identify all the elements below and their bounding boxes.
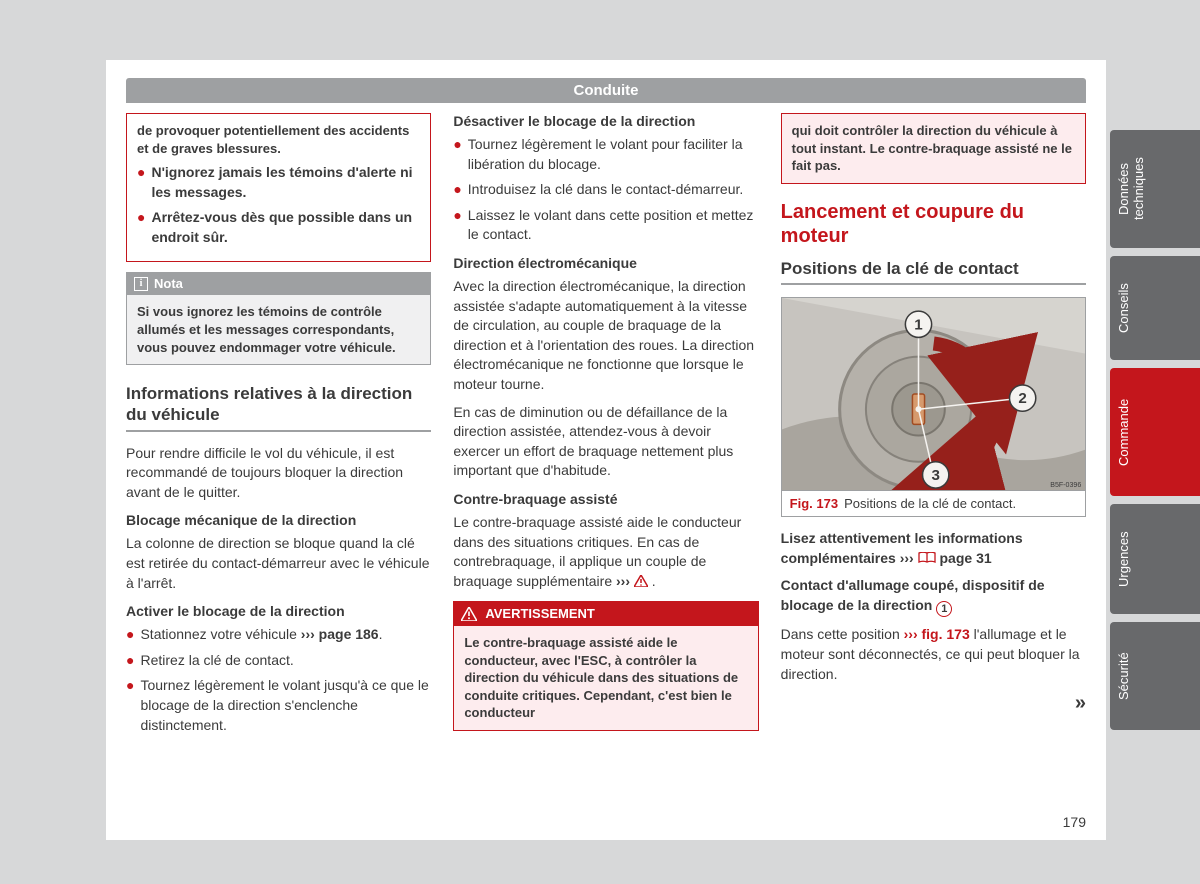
page-header: Conduite xyxy=(126,78,1086,103)
list-text: Introduisez la clé dans le contact-démar… xyxy=(468,180,743,200)
svg-text:1: 1 xyxy=(914,316,922,333)
sub-heading: Blocage mécanique de la direction xyxy=(126,512,431,528)
figure-ignition-positions: 1 2 3 B5F-0396 xyxy=(781,297,1086,491)
sub-heading: Direction électromécanique xyxy=(453,255,758,271)
list-text: Retirez la clé de contact. xyxy=(140,651,293,671)
continuation-mark: » xyxy=(781,692,1086,715)
section-heading: Positions de la clé de contact xyxy=(781,258,1086,285)
paragraph: Le contre-braquage assisté aide le condu… xyxy=(453,513,758,591)
bullet-dot-icon: ● xyxy=(137,163,145,202)
list-item: ● Laissez le volant dans cette position … xyxy=(453,206,758,245)
sub-heading: Désactiver le blocage de la direction xyxy=(453,113,758,129)
tab-technical-data[interactable]: Données techniques xyxy=(1110,130,1200,248)
warning-box: Le contre-braquage assisté aide le condu… xyxy=(453,626,758,731)
bullet-dot-icon: ● xyxy=(137,208,145,247)
list-text: Tournez légèrement le volant jusqu'à ce … xyxy=(140,676,431,735)
paragraph: En cas de diminution ou de défaillance d… xyxy=(453,403,758,481)
tab-emergencies[interactable]: Urgences xyxy=(1110,504,1200,614)
list-item: ● Tournez légèrement le volant pour faci… xyxy=(453,135,758,174)
sub-heading: Contact d'allumage coupé, dispositif de … xyxy=(781,576,1086,617)
figure-caption: Fig. 173 Positions de la clé de contact. xyxy=(781,491,1086,517)
bullet-dot-icon: ● xyxy=(126,651,134,671)
section-heading: Informations relatives à la direction du… xyxy=(126,383,431,432)
list-item: ● Retirez la clé de contact. xyxy=(126,651,431,671)
warning-triangle-icon xyxy=(461,607,477,621)
bullet-dot-icon: ● xyxy=(126,625,134,645)
tab-safety[interactable]: Sécurité xyxy=(1110,622,1200,730)
warning-box-continued: de provoquer potentiellement des acciden… xyxy=(126,113,431,262)
paragraph: Pour rendre difficile le vol du véhicule… xyxy=(126,444,431,503)
chapter-heading: Lancement et coupure du moteur xyxy=(781,200,1086,248)
list-text: Stationnez votre véhicule ››› page 186. xyxy=(140,625,382,645)
warn-bullet-text: Arrêtez-vous dès que possible dans un en… xyxy=(151,208,420,247)
sub-heading: Contre-braquage assisté xyxy=(453,491,758,507)
warn-text: de provoquer potentiellement des acciden… xyxy=(137,122,420,157)
svg-text:3: 3 xyxy=(931,467,939,484)
svg-text:2: 2 xyxy=(1018,390,1026,407)
bullet-dot-icon: ● xyxy=(453,206,461,245)
paragraph-bold: Lisez attentivement les informations com… xyxy=(781,529,1086,568)
sub-heading: Activer le blocage de la direction xyxy=(126,603,431,619)
tab-advice[interactable]: Conseils xyxy=(1110,256,1200,360)
cross-ref: ››› page 186 xyxy=(301,626,379,642)
paragraph: Avec la direction électromécanique, la d… xyxy=(453,277,758,395)
figure-number: Fig. 173 xyxy=(790,496,838,511)
bullet-dot-icon: ● xyxy=(453,180,461,200)
warning-triangle-icon xyxy=(634,573,652,589)
warning-box-continued: qui doit contrôler la direction du véhic… xyxy=(781,113,1086,184)
warning-heading-label: AVERTISSEMENT xyxy=(485,606,595,621)
warn-bullet: ● Arrêtez-vous dès que possible dans un … xyxy=(137,208,420,247)
figure-cross-ref: ››› fig. 173 xyxy=(904,626,970,642)
list-text: Laissez le volant dans cette position et… xyxy=(468,206,759,245)
note-text: Si vous ignorez les témoins de contrôle … xyxy=(137,304,396,354)
figure-caption-text: Positions de la clé de contact. xyxy=(844,496,1016,511)
page-number: 179 xyxy=(1063,814,1086,830)
callout-number-1: 1 xyxy=(936,601,952,617)
list-item: ● Tournez légèrement le volant jusqu'à c… xyxy=(126,676,431,735)
warn-bullet: ● N'ignorez jamais les témoins d'alerte … xyxy=(137,163,420,202)
ignition-figure-svg: 1 2 3 B5F-0396 xyxy=(782,298,1085,490)
warn-bullet-text: N'ignorez jamais les témoins d'alerte ni… xyxy=(151,163,420,202)
three-column-layout: de provoquer potentiellement des acciden… xyxy=(126,113,1086,741)
info-icon: i xyxy=(134,277,148,291)
bullet-dot-icon: ● xyxy=(126,676,134,735)
warning-text: qui doit contrôler la direction du véhic… xyxy=(792,123,1072,173)
figure-code: B5F-0396 xyxy=(1050,482,1081,489)
cross-ref: ››› xyxy=(616,573,630,589)
bullet-dot-icon: ● xyxy=(453,135,461,174)
warning-heading: AVERTISSEMENT xyxy=(453,601,758,626)
list-item: ● Stationnez votre véhicule ››› page 186… xyxy=(126,625,431,645)
note-heading: i Nota xyxy=(126,272,431,295)
list-text: Tournez légèrement le volant pour facili… xyxy=(468,135,759,174)
note-box: Si vous ignorez les témoins de contrôle … xyxy=(126,295,431,365)
book-icon xyxy=(918,550,940,566)
manual-page: Conduite de provoquer potentiellement de… xyxy=(106,60,1106,840)
warning-text: Le contre-braquage assisté aide le condu… xyxy=(464,635,738,720)
cross-ref: ››› xyxy=(900,550,918,566)
column-right: qui doit contrôler la direction du véhic… xyxy=(781,113,1086,741)
paragraph: Dans cette position ››› fig. 173 l'allum… xyxy=(781,625,1086,684)
side-tabs: Données techniques Conseils Commande Urg… xyxy=(1110,130,1200,730)
tab-operation[interactable]: Commande xyxy=(1110,368,1200,496)
paragraph: La colonne de direction se bloque quand … xyxy=(126,534,431,593)
list-item: ● Introduisez la clé dans le contact-dém… xyxy=(453,180,758,200)
note-heading-label: Nota xyxy=(154,276,183,291)
column-middle: Désactiver le blocage de la direction ● … xyxy=(453,113,758,741)
column-left: de provoquer potentiellement des acciden… xyxy=(126,113,431,741)
